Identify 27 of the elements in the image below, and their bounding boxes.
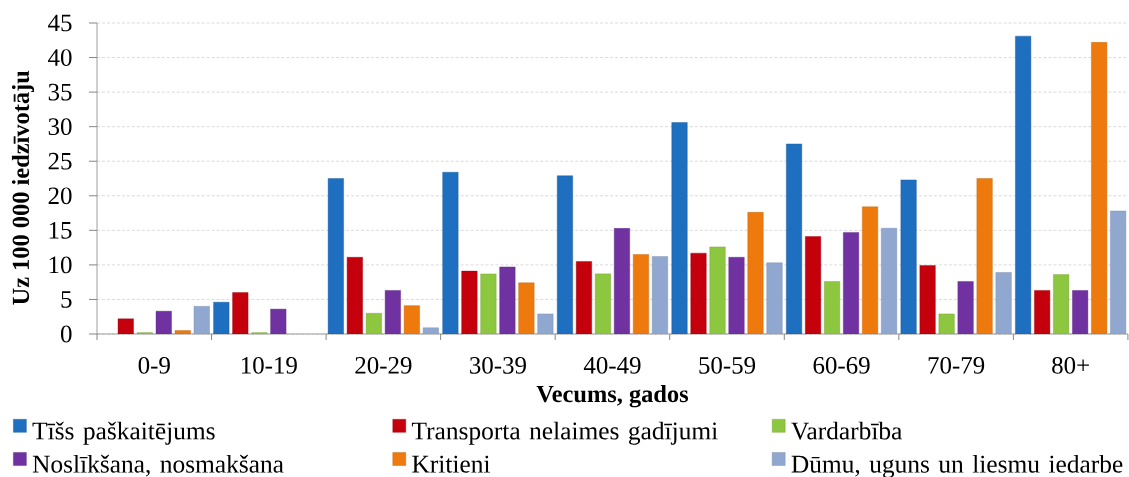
y-tick-label: 35 — [48, 83, 72, 101]
legend-label: Tīšs paškaitējums — [32, 421, 215, 445]
y-tick-label: 40 — [48, 49, 72, 66]
y-tick-label: 0 — [60, 325, 72, 343]
y-tick-label: 25 — [48, 152, 72, 170]
x-tick-label: 60-69 — [813, 356, 870, 374]
y-tick-label: 20 — [48, 187, 72, 205]
x-tick-label: 70-79 — [928, 356, 985, 374]
y-tick-label: 5 — [61, 291, 72, 308]
x-tick-label: 20-29 — [355, 356, 412, 374]
y-tick-label: 15 — [49, 222, 72, 239]
y-tick-label: 30 — [48, 118, 72, 136]
x-tick-label: 30-39 — [470, 356, 526, 374]
y-tick-label: 45 — [48, 14, 72, 32]
x-axis-title: Vecums, gados — [536, 385, 689, 408]
legend-label: Dūmu, uguns un liesmu iedarbe — [791, 454, 1123, 477]
y-tick-label: 10 — [49, 256, 72, 274]
legend-label: Transporta nelaimes gadījumi — [411, 421, 718, 445]
x-tick-label: 80+ — [1052, 356, 1089, 374]
x-tick-label: 0-9 — [138, 356, 170, 374]
x-tick-label: 10-19 — [241, 356, 297, 374]
x-tick-label: 50-59 — [699, 356, 756, 374]
legend-label: Vardarbība — [791, 421, 902, 440]
legend-label: Kritieni — [412, 455, 491, 473]
legend-label: Noslīkšana, nosmakšana — [32, 454, 284, 477]
x-tick-label: 40-49 — [583, 356, 641, 374]
y-axis-title: Uz 100 000 iedzīvotāju — [11, 70, 35, 305]
